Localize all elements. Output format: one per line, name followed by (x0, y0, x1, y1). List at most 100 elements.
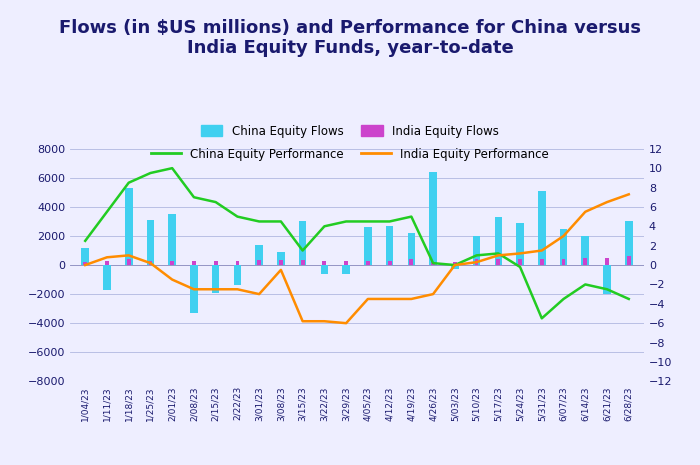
Bar (431, 262, 435, 265)
China Equity Performance (429, 260, 438, 266)
China Equity Performance (168, 166, 176, 171)
Bar (475, 259, 479, 265)
Bar (583, 258, 587, 265)
India Equity Performance (103, 254, 111, 260)
Bar (538, 191, 545, 265)
India Equity Performance (429, 292, 438, 297)
Bar (344, 261, 348, 265)
India Equity Performance (81, 262, 90, 268)
China Equity Performance (81, 238, 90, 244)
China Equity Performance (342, 219, 350, 224)
China Equity Performance (190, 194, 198, 200)
Bar (429, 172, 437, 265)
Bar (625, 221, 633, 265)
Line: China Equity Performance: China Equity Performance (85, 168, 629, 319)
Bar (148, 261, 153, 265)
Bar (627, 256, 631, 265)
Bar (323, 261, 326, 265)
Bar (103, 265, 111, 290)
India Equity Performance (342, 320, 350, 326)
Bar (301, 260, 304, 265)
India Equity Performance (233, 286, 242, 292)
Bar (517, 223, 524, 265)
Bar (299, 221, 307, 265)
India Equity Performance (538, 248, 546, 253)
India Equity Performance (190, 286, 198, 292)
Bar (386, 226, 393, 265)
Bar (453, 262, 456, 265)
India Equity Performance (473, 259, 481, 265)
Bar (561, 259, 566, 265)
India Equity Performance (211, 286, 220, 292)
China Equity Performance (233, 214, 242, 219)
China Equity Performance (320, 224, 328, 229)
China Equity Performance (407, 214, 416, 219)
China Equity Performance (125, 180, 133, 186)
Bar (342, 265, 350, 274)
India Equity Performance (407, 296, 416, 302)
China Equity Performance (255, 219, 263, 224)
India Equity Performance (603, 199, 611, 205)
Bar (279, 260, 283, 265)
Bar (258, 260, 261, 265)
Bar (127, 259, 131, 265)
Bar (364, 227, 372, 265)
Bar (277, 252, 285, 265)
India Equity Performance (451, 262, 459, 268)
Bar (582, 236, 589, 265)
India Equity Performance (168, 277, 176, 282)
India Equity Performance (386, 296, 394, 302)
Bar (603, 265, 611, 294)
China Equity Performance (211, 199, 220, 205)
Bar (190, 265, 197, 313)
India Equity Performance (364, 296, 372, 302)
China Equity Performance (624, 296, 633, 302)
China Equity Performance (559, 296, 568, 302)
Bar (192, 261, 196, 265)
Bar (105, 261, 109, 265)
Bar (540, 259, 544, 265)
Bar (235, 261, 239, 265)
China Equity Performance (516, 264, 524, 270)
Bar (170, 261, 174, 265)
India Equity Performance (494, 252, 503, 258)
Text: Flows (in $US millions) and Performance for China versus
India Equity Funds, yea: Flows (in $US millions) and Performance … (59, 19, 641, 57)
India Equity Performance (146, 260, 155, 266)
Bar (125, 188, 132, 265)
China Equity Performance (473, 252, 481, 258)
India Equity Performance (516, 251, 524, 256)
India Equity Performance (320, 319, 328, 324)
Line: India Equity Performance: India Equity Performance (85, 194, 629, 323)
China Equity Performance (451, 262, 459, 268)
Bar (214, 261, 218, 265)
Bar (83, 262, 87, 265)
Bar (473, 236, 480, 265)
China Equity Performance (538, 316, 546, 321)
India Equity Performance (559, 233, 568, 239)
Bar (212, 265, 220, 292)
China Equity Performance (276, 219, 285, 224)
Bar (388, 261, 391, 265)
China Equity Performance (494, 251, 503, 256)
Legend: China Equity Performance, India Equity Performance: China Equity Performance, India Equity P… (146, 143, 554, 166)
China Equity Performance (386, 219, 394, 224)
Bar (366, 261, 370, 265)
India Equity Performance (276, 267, 285, 272)
Bar (494, 217, 502, 265)
China Equity Performance (364, 219, 372, 224)
India Equity Performance (298, 319, 307, 324)
Bar (451, 265, 458, 269)
Bar (169, 214, 176, 265)
India Equity Performance (125, 252, 133, 258)
China Equity Performance (298, 248, 307, 253)
China Equity Performance (581, 282, 589, 287)
Legend: China Equity Flows, India Equity Flows: China Equity Flows, India Equity Flows (197, 120, 503, 142)
Bar (407, 233, 415, 265)
Bar (256, 245, 263, 265)
Bar (605, 258, 609, 265)
China Equity Performance (103, 209, 111, 214)
Bar (321, 265, 328, 274)
Bar (234, 265, 241, 286)
Bar (410, 259, 413, 265)
Bar (81, 248, 89, 265)
